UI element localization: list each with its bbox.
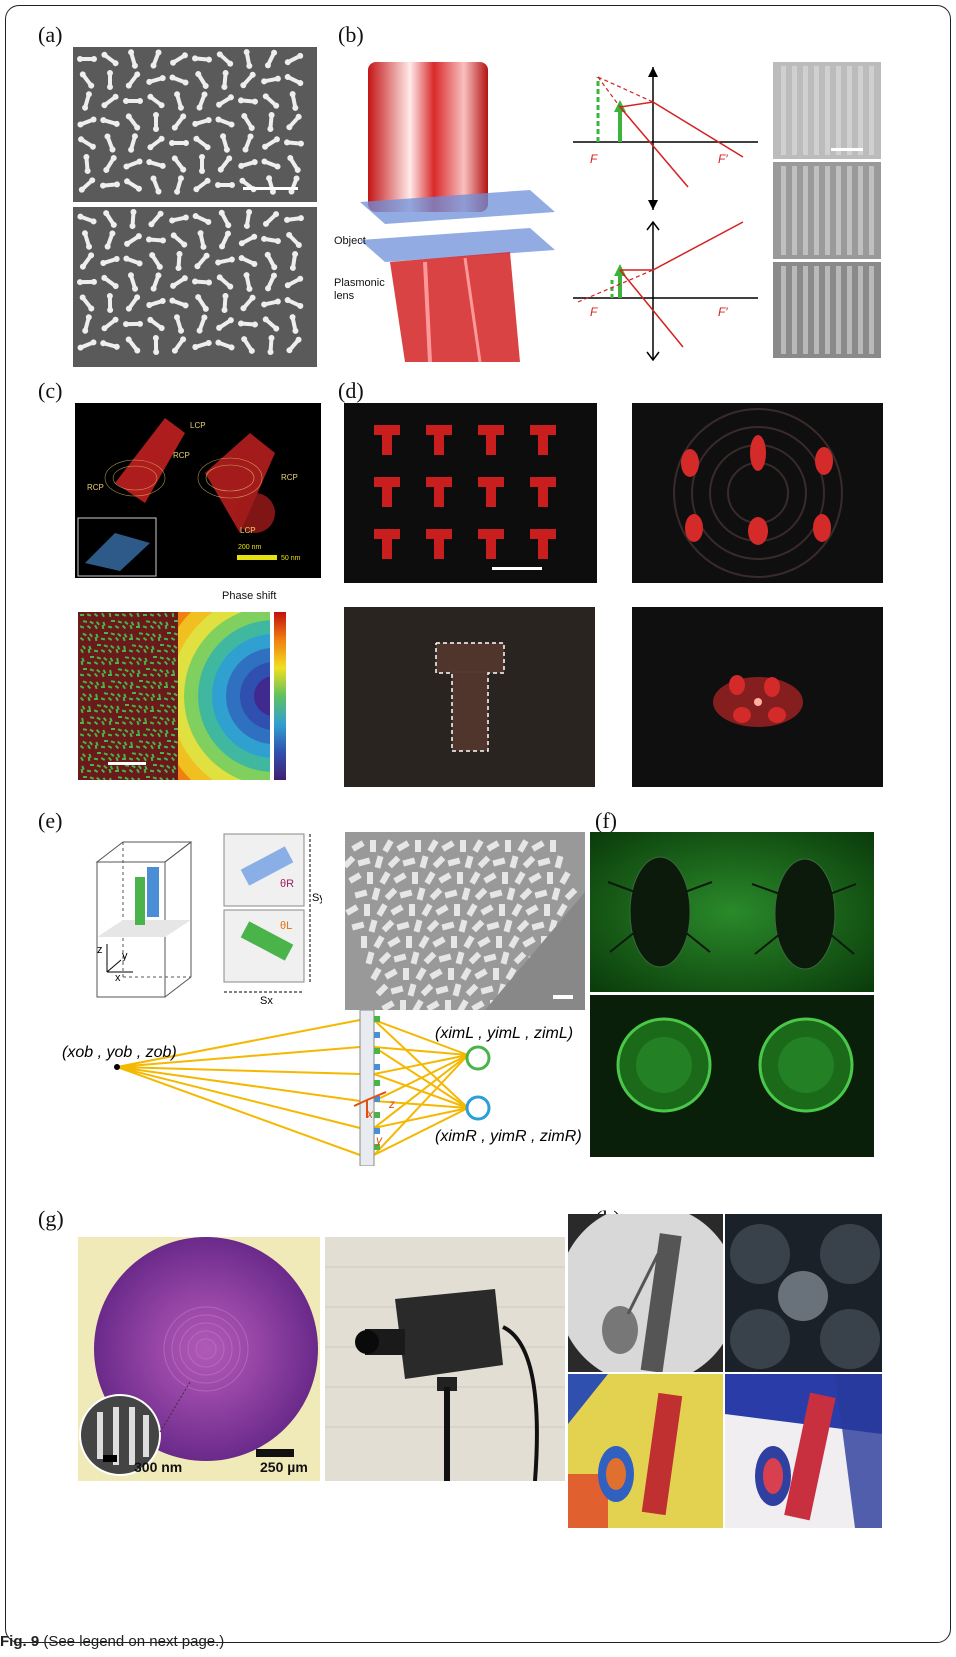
figure-frame — [5, 5, 951, 1643]
ruler-image — [568, 1214, 723, 1372]
meta-x-label: x — [367, 1107, 373, 1121]
scale-50nm: 50 nm — [281, 555, 301, 562]
rcp-label-1: RCP — [87, 483, 104, 492]
beetle-image — [590, 832, 874, 992]
lcp-label-1: LCP — [190, 421, 206, 430]
sem-image-top — [73, 47, 317, 202]
caption-text: (See legend on next page.) — [39, 1633, 225, 1650]
figure-caption: Fig. 9 (See legend on next page.) — [0, 1633, 224, 1650]
imaging-ray-diagram: (xob , yob , zob) (ximL , yimL , zimL) (… — [60, 1010, 590, 1166]
lens-label: Plasmonic lens — [334, 277, 385, 302]
panel-label-e: (e) — [38, 808, 63, 833]
phase-shift-title: Phase shift — [222, 590, 277, 602]
image-l-label: (ximL , yimL , zimL) — [435, 1025, 574, 1042]
pillar-sem-image — [345, 832, 585, 1010]
hologram-rings-image — [632, 403, 883, 583]
panel-label-b: (b) — [338, 22, 364, 47]
scale-300nm-label: 300 nm — [134, 1459, 183, 1475]
phase-colorbar — [274, 612, 286, 780]
meta-z-label: z — [389, 1097, 395, 1111]
panel-label-d: (d) — [338, 378, 364, 403]
multi-image — [725, 1214, 882, 1372]
panel-label-a: (a) — [38, 22, 63, 47]
sem-t-shape-image — [344, 607, 595, 787]
rcp-label-2: RCP — [173, 451, 190, 460]
theta-l-label: θL — [280, 920, 293, 932]
focal-F-top: F — [590, 152, 598, 166]
hologram-center-image — [632, 607, 883, 787]
axis-z-label: z — [97, 944, 103, 956]
metalens-photo: 300 nm 250 µm — [78, 1237, 320, 1481]
grating-images — [773, 62, 881, 358]
object-label: Object — [334, 235, 366, 247]
focal-F-bottom: F — [590, 305, 598, 319]
lcp-label-2: LCP — [240, 526, 256, 535]
panel-label-g: (g) — [38, 1206, 64, 1231]
unit-cell-3d: z y x — [95, 832, 195, 1000]
figure-number: Fig. 9 — [0, 1633, 40, 1650]
unit-cell-topview: θR θL Sy Sx — [222, 832, 322, 1007]
coin-image — [590, 995, 874, 1157]
ray-diagram: F F′ F F′ — [568, 62, 763, 362]
meta-y-label: y — [376, 1133, 382, 1147]
phase-map — [178, 612, 270, 780]
phase-image-bw — [725, 1374, 882, 1528]
sy-label: Sy — [312, 892, 322, 904]
panel-label-c: (c) — [38, 378, 63, 403]
plasmonic-lens-illustration: Object Plasmonic lens — [330, 62, 560, 362]
nanoantenna-array — [78, 612, 178, 780]
sem-image-bottom — [73, 207, 317, 367]
panel-label-f: (f) — [595, 808, 617, 833]
focal-Fp-bottom: F′ — [718, 305, 728, 319]
scale-bar — [553, 995, 573, 999]
hologram-array-image — [344, 403, 597, 583]
scale-200nm: 200 nm — [238, 544, 262, 551]
metasurface-3d-illustration: LCP RCP RCP RCP LCP 200 nm 50 nm — [75, 403, 321, 578]
theta-r-label: θR — [280, 878, 295, 890]
phase-image-colored — [568, 1374, 723, 1528]
camera-photo — [325, 1237, 565, 1481]
sx-label: Sx — [260, 995, 273, 1007]
rcp-label-3: RCP — [281, 473, 298, 482]
scale-250um-label: 250 µm — [260, 1459, 308, 1475]
axis-y-label: y — [122, 950, 128, 962]
image-r-label: (ximR , yimR , zimR) — [435, 1128, 582, 1145]
axis-x-label: x — [115, 972, 121, 984]
object-point-label: (xob , yob , zob) — [62, 1044, 177, 1061]
focal-Fp-top: F′ — [718, 152, 728, 166]
